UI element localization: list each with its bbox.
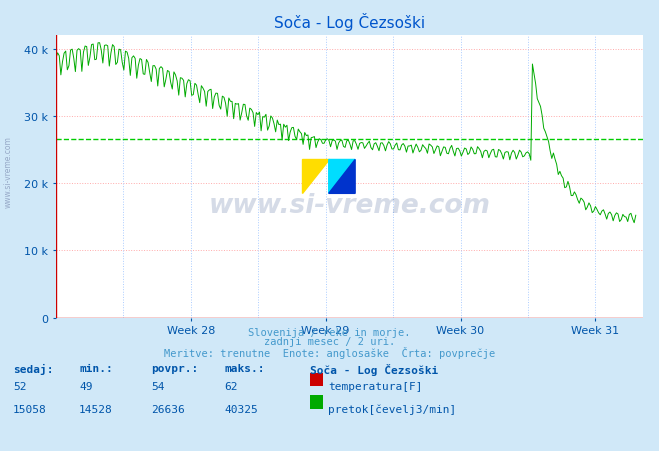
Text: maks.:: maks.: bbox=[224, 363, 264, 373]
Text: 14528: 14528 bbox=[79, 404, 113, 414]
Text: zadnji mesec / 2 uri.: zadnji mesec / 2 uri. bbox=[264, 336, 395, 346]
Title: Soča - Log Čezsoški: Soča - Log Čezsoški bbox=[273, 13, 425, 31]
Text: www.si-vreme.com: www.si-vreme.com bbox=[208, 192, 490, 218]
Text: 26636: 26636 bbox=[152, 404, 185, 414]
Polygon shape bbox=[329, 160, 355, 194]
Polygon shape bbox=[302, 160, 329, 194]
Text: sedaj:: sedaj: bbox=[13, 363, 53, 374]
Text: Meritve: trenutne  Enote: anglosaške  Črta: povprečje: Meritve: trenutne Enote: anglosaške Črta… bbox=[164, 346, 495, 358]
Text: 62: 62 bbox=[224, 381, 237, 391]
Text: 40325: 40325 bbox=[224, 404, 258, 414]
Text: www.si-vreme.com: www.si-vreme.com bbox=[3, 135, 13, 207]
Text: Soča - Log Čezsoški: Soča - Log Čezsoški bbox=[310, 363, 438, 375]
Text: 52: 52 bbox=[13, 381, 26, 391]
Text: 49: 49 bbox=[79, 381, 92, 391]
Text: temperatura[F]: temperatura[F] bbox=[328, 381, 422, 391]
Text: Slovenija / reke in morje.: Slovenija / reke in morje. bbox=[248, 327, 411, 337]
Text: 54: 54 bbox=[152, 381, 165, 391]
Text: 15058: 15058 bbox=[13, 404, 47, 414]
Text: povpr.:: povpr.: bbox=[152, 363, 199, 373]
Text: pretok[čevelj3/min]: pretok[čevelj3/min] bbox=[328, 404, 457, 414]
Polygon shape bbox=[329, 160, 355, 194]
Text: min.:: min.: bbox=[79, 363, 113, 373]
